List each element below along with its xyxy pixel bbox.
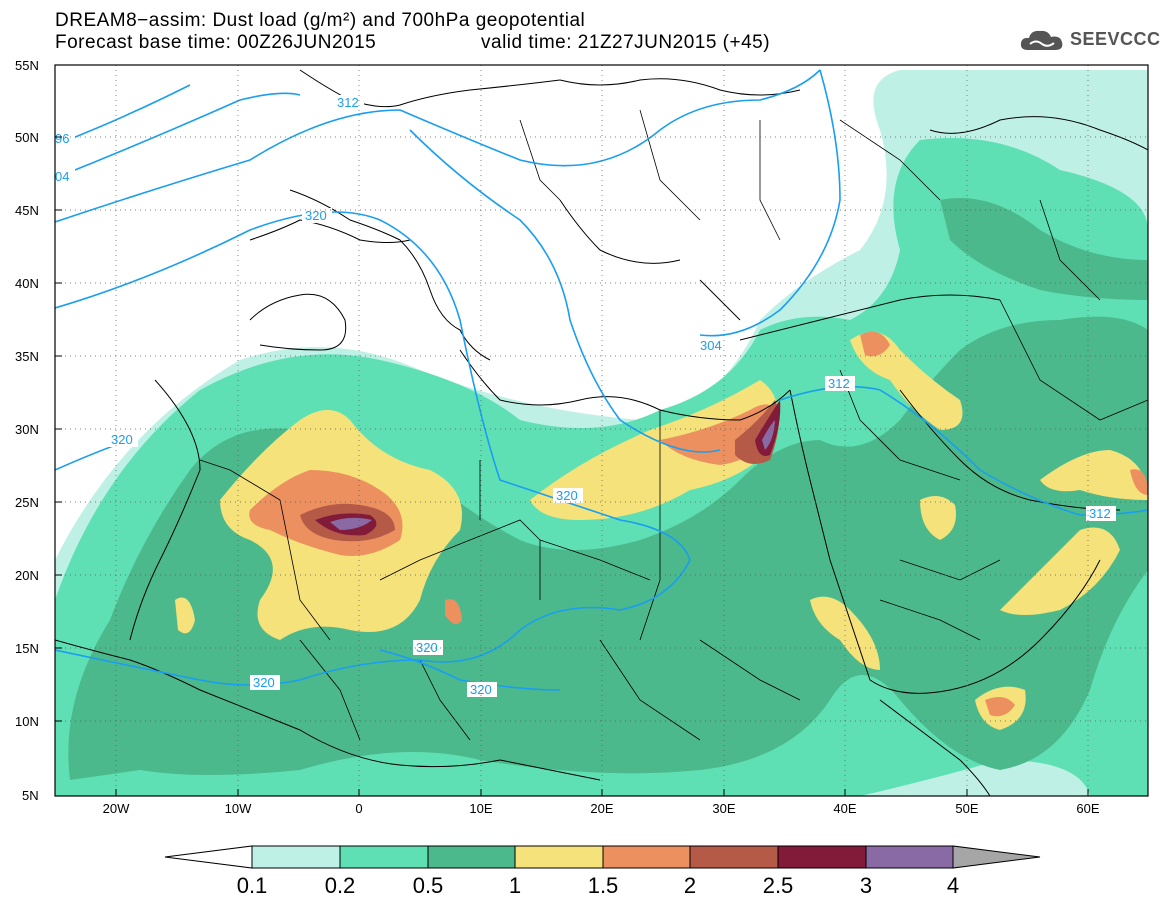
dust-layer-1-h	[175, 597, 195, 634]
colorbar-left-arrow	[164, 845, 253, 869]
dust-layer-1-i	[920, 496, 956, 540]
longitude-labels: 20W 10W 0 10E 20E 30E 40E 50E 60E	[103, 801, 1100, 816]
coastlines	[55, 69, 1148, 796]
lon-label: 10E	[469, 801, 492, 816]
svg-text:320: 320	[416, 640, 438, 655]
gridlines	[55, 65, 1148, 796]
lon-label: 60E	[1076, 801, 1099, 816]
valid-time: valid time: 21Z27JUN2015 (+45)	[481, 32, 771, 53]
dust-layer-1-d	[1000, 527, 1120, 615]
contour-label: 320	[467, 682, 497, 697]
svg-text:320: 320	[305, 208, 327, 223]
colorbar-bin	[427, 845, 516, 869]
dust-layer-1-b	[530, 380, 778, 520]
lon-label: 10W	[225, 801, 252, 816]
lat-label: 25N	[15, 495, 39, 510]
colorbar-tick: 3	[860, 873, 872, 898]
dust-layer-1-5-d	[1130, 469, 1148, 495]
contour-label: 320	[413, 640, 443, 655]
colorbar-tick: 2	[684, 873, 696, 898]
colorbar: 0.1 0.2 0.5 1 1.5 2 2.5 3 4	[164, 845, 1041, 898]
dust-layer-3-b	[762, 420, 775, 450]
svg-text:312: 312	[828, 376, 850, 391]
contour-label: 312	[334, 95, 364, 110]
lat-label: 20N	[15, 568, 39, 583]
colorbar-tick: 0.5	[413, 873, 444, 898]
colorbar-right-arrow	[952, 845, 1041, 869]
contour-label: 04	[55, 169, 75, 184]
contour-label: 96	[55, 131, 75, 146]
dust-layer-2-5-b	[755, 400, 781, 456]
latitude-labels: 55N 50N 45N 40N 35N 30N 25N 20N 15N 10N …	[15, 58, 39, 803]
lon-label: 20W	[103, 801, 130, 816]
lon-label: 0	[355, 801, 362, 816]
colorbar-tick: 0.1	[237, 873, 268, 898]
svg-text:312: 312	[1089, 506, 1111, 521]
colorbar-tick: 1	[509, 873, 521, 898]
dust-layer-1-5-c	[860, 331, 890, 357]
svg-text:320: 320	[253, 675, 275, 690]
lat-label: 35N	[15, 349, 39, 364]
colorbar-bin	[514, 845, 604, 869]
dust-layer-0-5-b	[940, 198, 1148, 300]
base-time: Forecast base time: 00Z26JUN2015	[55, 32, 377, 53]
svg-text:312: 312	[337, 95, 359, 110]
colorbar-tick: 2.5	[763, 873, 794, 898]
seevccc-logo: SEEVCCC	[1018, 26, 1161, 52]
colorbar-bin	[865, 845, 954, 869]
contour-label: 312	[1086, 506, 1116, 521]
lon-label: 20E	[590, 801, 613, 816]
lat-label: 5N	[22, 788, 39, 803]
dust-layer-1-e	[1040, 450, 1148, 500]
logo-label: SEEVCCC	[1070, 28, 1161, 49]
lat-label: 10N	[15, 714, 39, 729]
contour-label: 320	[302, 208, 332, 223]
lat-label: 30N	[15, 422, 39, 437]
contour-label: 320	[553, 488, 583, 503]
lon-label: 30E	[712, 801, 735, 816]
contour-label: 320	[108, 432, 138, 447]
dust-layer-1-5-e	[445, 599, 462, 624]
dust-layer-1-f	[810, 596, 880, 670]
colorbar-tick: 1.5	[588, 873, 619, 898]
map-field	[55, 65, 1148, 796]
svg-text:320: 320	[111, 432, 133, 447]
dust-layer-3	[330, 517, 372, 530]
colorbar-bin	[602, 845, 691, 869]
contour-label: 312	[825, 376, 855, 391]
colorbar-tick: 0.2	[325, 873, 356, 898]
svg-text:320: 320	[470, 682, 492, 697]
borders	[199, 109, 1148, 741]
svg-text:96: 96	[55, 131, 69, 146]
colorbar-bin	[339, 845, 429, 869]
lat-label: 50N	[15, 130, 39, 145]
lat-label: 55N	[15, 58, 39, 73]
lon-label: 50E	[955, 801, 978, 816]
lat-label: 40N	[15, 276, 39, 291]
dust-layer-1-5-f	[985, 696, 1015, 717]
colorbar-bin	[777, 845, 867, 869]
colorbar-bin	[689, 845, 779, 869]
lat-label: 45N	[15, 203, 39, 218]
contour-label: 320	[250, 675, 280, 690]
svg-text:320: 320	[556, 488, 578, 503]
colorbar-bin	[251, 845, 341, 869]
chart-title: DREAM8−assim: Dust load (g/m²) and 700hP…	[55, 10, 586, 31]
cloud-icon	[1020, 30, 1063, 50]
contour-label: 304	[697, 338, 727, 353]
lat-label: 15N	[15, 641, 39, 656]
axis-ticks	[55, 64, 1089, 796]
svg-text:304: 304	[700, 338, 722, 353]
dust-layer-1-c	[850, 332, 963, 430]
contour-labels: 312 96 04 320 320 304 312 320	[55, 95, 1116, 697]
colorbar-tick: 4	[947, 873, 959, 898]
svg-text:04: 04	[55, 169, 69, 184]
lon-label: 40E	[833, 801, 856, 816]
